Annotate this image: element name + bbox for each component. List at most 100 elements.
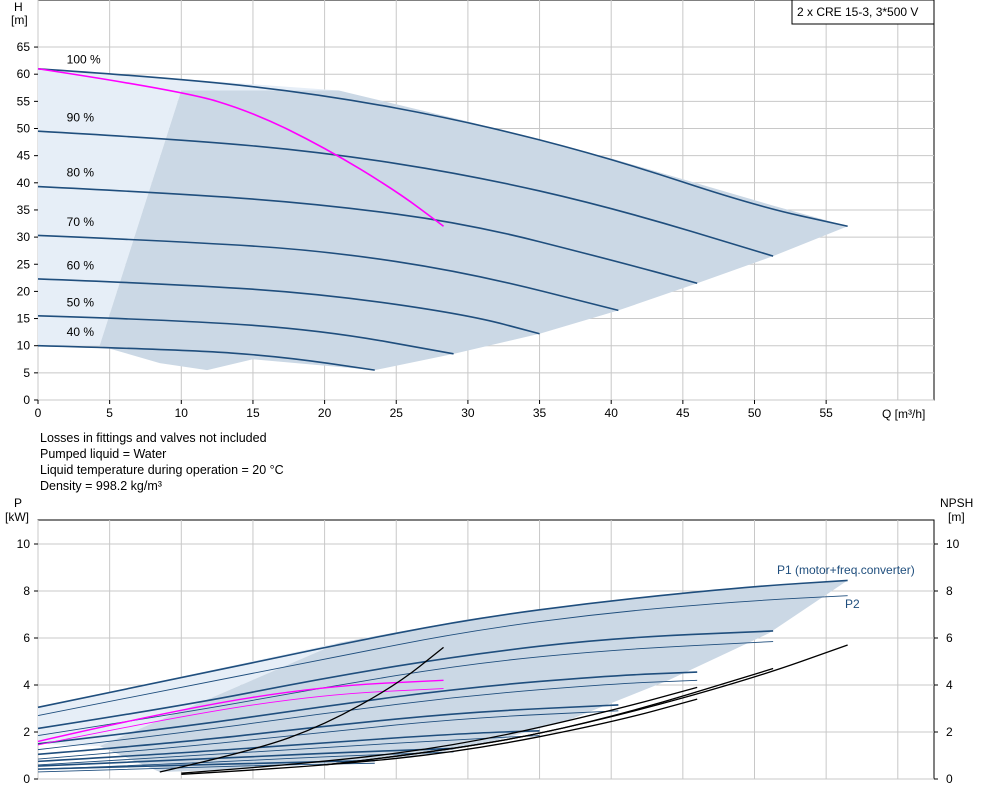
npsh-curve: [181, 686, 698, 774]
npsh-axis-unit: [m]: [948, 510, 965, 524]
power-axis-ticks: 0 2 4 6 8 10 0 2 4 6 8 10: [17, 537, 960, 786]
speed-label: 40 %: [67, 325, 95, 339]
p1-curve: [37, 630, 774, 730]
npsh-curve: [324, 644, 848, 766]
speed-label: 90 %: [67, 110, 95, 124]
p-tick-label: 6: [23, 631, 30, 645]
power-npsh-chart: 0 2 4 6 8 10 0 2 4 6 8 10 P [kW] NPSH [m] P1 (motor…: [5, 496, 973, 786]
power-curves: [37, 579, 848, 775]
head-curve-80: [37, 185, 698, 285]
y-tick-label: 0: [23, 393, 30, 407]
head-region-dark: [99, 90, 848, 371]
p2-curve: [37, 641, 774, 736]
y-tick-label: 15: [17, 312, 31, 326]
speed-label: 60 %: [67, 259, 95, 273]
head-axis-ticks: 0 5 10 15 20 25 30 35 40 45 50 55 0 5 10 15 20 25 30 35 40 45…: [17, 40, 834, 420]
p1-curve: [37, 759, 375, 770]
npsh-tick-label: 2: [946, 725, 953, 739]
p2-curve: [37, 710, 619, 760]
speed-label: 80 %: [67, 165, 95, 179]
p1-curve: [37, 747, 454, 767]
y-tick-label: 35: [17, 203, 31, 217]
x-tick-label: 25: [390, 406, 404, 420]
npsh-curve: [159, 646, 444, 773]
head-curve-100: [37, 67, 848, 228]
power-axis-unit: [kW]: [5, 510, 29, 524]
head-region-light: [38, 68, 339, 346]
y-tick-label: 60: [17, 67, 31, 81]
p-tick-label: 10: [17, 537, 31, 551]
y-tick-label: 55: [17, 94, 31, 108]
duty-curve: [37, 67, 445, 227]
model-title-box: [791, 0, 935, 25]
x-tick-label: 50: [748, 406, 762, 420]
p2-curve: [37, 595, 848, 716]
p-tick-label: 2: [23, 725, 30, 739]
flow-axis-label: Q [m³/h]: [882, 407, 925, 421]
npsh-tick-label: 10: [946, 537, 960, 551]
chart-notes: Losses in fittings and valves not includ…: [40, 430, 284, 494]
speed-label: 100 %: [67, 52, 101, 66]
y-tick-label: 65: [17, 40, 31, 54]
npsh-tick-label: 8: [946, 584, 953, 598]
x-tick-label: 40: [605, 406, 619, 420]
p2-curve: [37, 762, 375, 773]
npsh-tick-label: 6: [946, 631, 953, 645]
p-tick-label: 0: [23, 772, 30, 786]
head-flow-chart: 100 % 90 % 80 % 70 % 60 % 50 % 40 % 0 5 10 15 20 25…: [11, 0, 935, 421]
power-region-dark: [99, 580, 848, 772]
note-losses: Losses in fittings and valves not includ…: [40, 431, 267, 445]
head-curve-90: [37, 130, 774, 257]
y-tick-label: 5: [23, 366, 30, 380]
x-tick-label: 0: [35, 406, 42, 420]
p1-curve: [37, 579, 848, 709]
p-tick-label: 8: [23, 584, 30, 598]
x-tick-label: 35: [533, 406, 547, 420]
p2-curve: [37, 751, 454, 770]
model-title: 2 x CRE 15-3, 3*500 V: [797, 5, 918, 19]
speed-label: 70 %: [67, 215, 95, 229]
head-speed-curves: [37, 67, 848, 371]
npsh-curve: [181, 698, 698, 775]
note-density: Density = 998.2 kg/m³: [40, 479, 162, 493]
npsh-tick-label: 0: [946, 772, 953, 786]
p-tick-label: 4: [23, 678, 30, 692]
x-tick-label: 30: [461, 406, 475, 420]
duty-p1-curve: [37, 679, 444, 743]
x-tick-label: 45: [676, 406, 690, 420]
head-axis-label: H: [14, 0, 23, 14]
head-curve-60: [37, 278, 540, 335]
note-temperature: Liquid temperature during operation = 20…: [40, 463, 284, 477]
p1-curve: [37, 730, 540, 763]
p2-series-label: P2: [845, 597, 860, 611]
y-tick-label: 45: [17, 149, 31, 163]
x-tick-label: 55: [819, 406, 833, 420]
x-tick-label: 20: [318, 406, 332, 420]
y-tick-label: 20: [17, 284, 31, 298]
head-operating-region: [38, 68, 848, 371]
speed-label: 50 %: [67, 296, 95, 310]
p1-series-label: P1 (motor+freq.converter): [777, 563, 915, 577]
head-axis-unit: [m]: [11, 13, 28, 27]
y-tick-label: 40: [17, 176, 31, 190]
head-curve-50: [37, 315, 454, 355]
y-tick-label: 50: [17, 122, 31, 136]
power-region-light: [38, 642, 339, 747]
p2-curve: [37, 679, 698, 751]
p1-curve: [37, 704, 619, 756]
p2-curve: [37, 735, 540, 766]
x-tick-label: 15: [246, 406, 260, 420]
head-speed-labels: 100 % 90 % 80 % 70 % 60 % 50 % 40 %: [67, 52, 101, 339]
y-tick-label: 30: [17, 230, 31, 244]
y-tick-label: 25: [17, 257, 31, 271]
npsh-axis-label: NPSH: [940, 496, 973, 510]
y-tick-label: 10: [17, 339, 31, 353]
note-liquid: Pumped liquid = Water: [40, 447, 167, 461]
x-tick-label: 5: [106, 406, 113, 420]
head-curve-40: [37, 344, 375, 371]
head-curve-70: [37, 234, 619, 312]
npsh-tick-label: 4: [946, 678, 953, 692]
p1-curve: [37, 671, 698, 745]
x-tick-label: 10: [175, 406, 189, 420]
